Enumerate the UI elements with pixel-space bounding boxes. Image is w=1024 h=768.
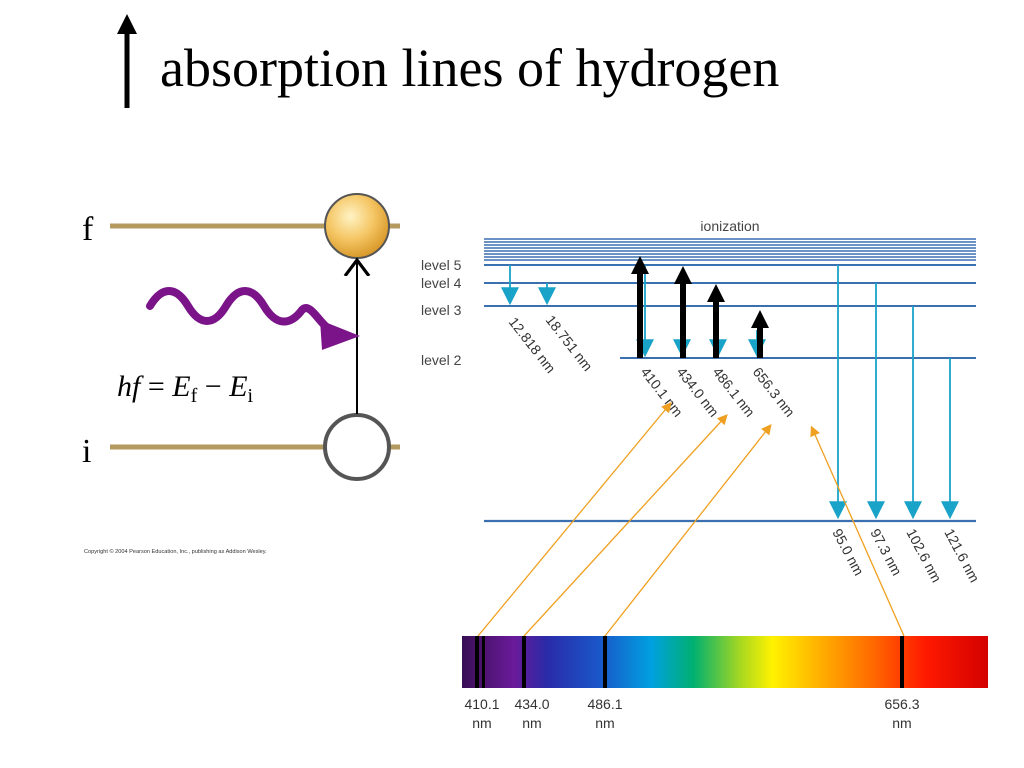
- spectrum-band: [462, 636, 988, 688]
- ground-electron-empty: [323, 413, 391, 481]
- level-5-label: level 5: [421, 257, 462, 273]
- level-3-label: level 3: [421, 302, 462, 318]
- final-level-label: f: [82, 211, 94, 248]
- transition-diagram: f i hf = Ef − Ei Copyright © 2004 Pearso…: [82, 193, 400, 555]
- spectrum-line-656: [900, 636, 904, 688]
- spectrum-label-656-unit: nm: [892, 715, 911, 731]
- energy-equation: hf = Ef − Ei: [117, 370, 254, 407]
- spectrum-line-410: [475, 636, 479, 688]
- excited-electron: [324, 193, 390, 259]
- photon-wave-icon: [146, 287, 360, 350]
- absorption-spectrum: 410.1 nm 434.0 nm 486.1 nm 656.3 nm: [462, 636, 988, 731]
- spectrum-pointers: [477, 401, 905, 637]
- initial-level-label: i: [82, 433, 91, 470]
- pointer-486: [604, 423, 772, 637]
- ionization-continuum: [484, 238, 976, 261]
- pointer-656: [810, 425, 905, 637]
- title-arrow-icon: [117, 14, 137, 108]
- spectrum-label-486-unit: nm: [595, 715, 614, 731]
- pointer-410: [477, 401, 672, 637]
- spectrum-line-434: [522, 636, 526, 688]
- ionization-label: ionization: [700, 218, 759, 234]
- spectrum-label-656-value: 656.3: [884, 696, 919, 712]
- spectrum-line-486: [603, 636, 607, 688]
- lyman-label-4: 121.6 nm: [941, 526, 983, 585]
- copyright-notice: Copyright © 2004 Pearson Education, Inc.…: [84, 548, 267, 555]
- spectrum-label-434-value: 434.0: [514, 696, 549, 712]
- spectrum-label-410-unit: nm: [472, 715, 491, 731]
- page-title: absorption lines of hydrogen: [160, 38, 779, 98]
- energy-level-diagram: ionization level 5 level 4 level 3 level…: [421, 218, 983, 585]
- lyman-label-3: 102.6 nm: [903, 526, 945, 585]
- level-2-label: level 2: [421, 352, 462, 368]
- spectrum-label-486-value: 486.1: [587, 696, 622, 712]
- level-4-label: level 4: [421, 275, 462, 291]
- balmer-label-4: 656.3 nm: [750, 364, 799, 420]
- spectrum-line-410b: [482, 636, 485, 688]
- spectrum-label-410-value: 410.1: [464, 696, 499, 712]
- lyman-label-1: 95.0 nm: [829, 526, 867, 578]
- absorption-arrows: [631, 256, 769, 358]
- pointer-434: [523, 414, 728, 637]
- lyman-label-2: 97.3 nm: [867, 526, 905, 578]
- spectrum-label-434-unit: nm: [522, 715, 541, 731]
